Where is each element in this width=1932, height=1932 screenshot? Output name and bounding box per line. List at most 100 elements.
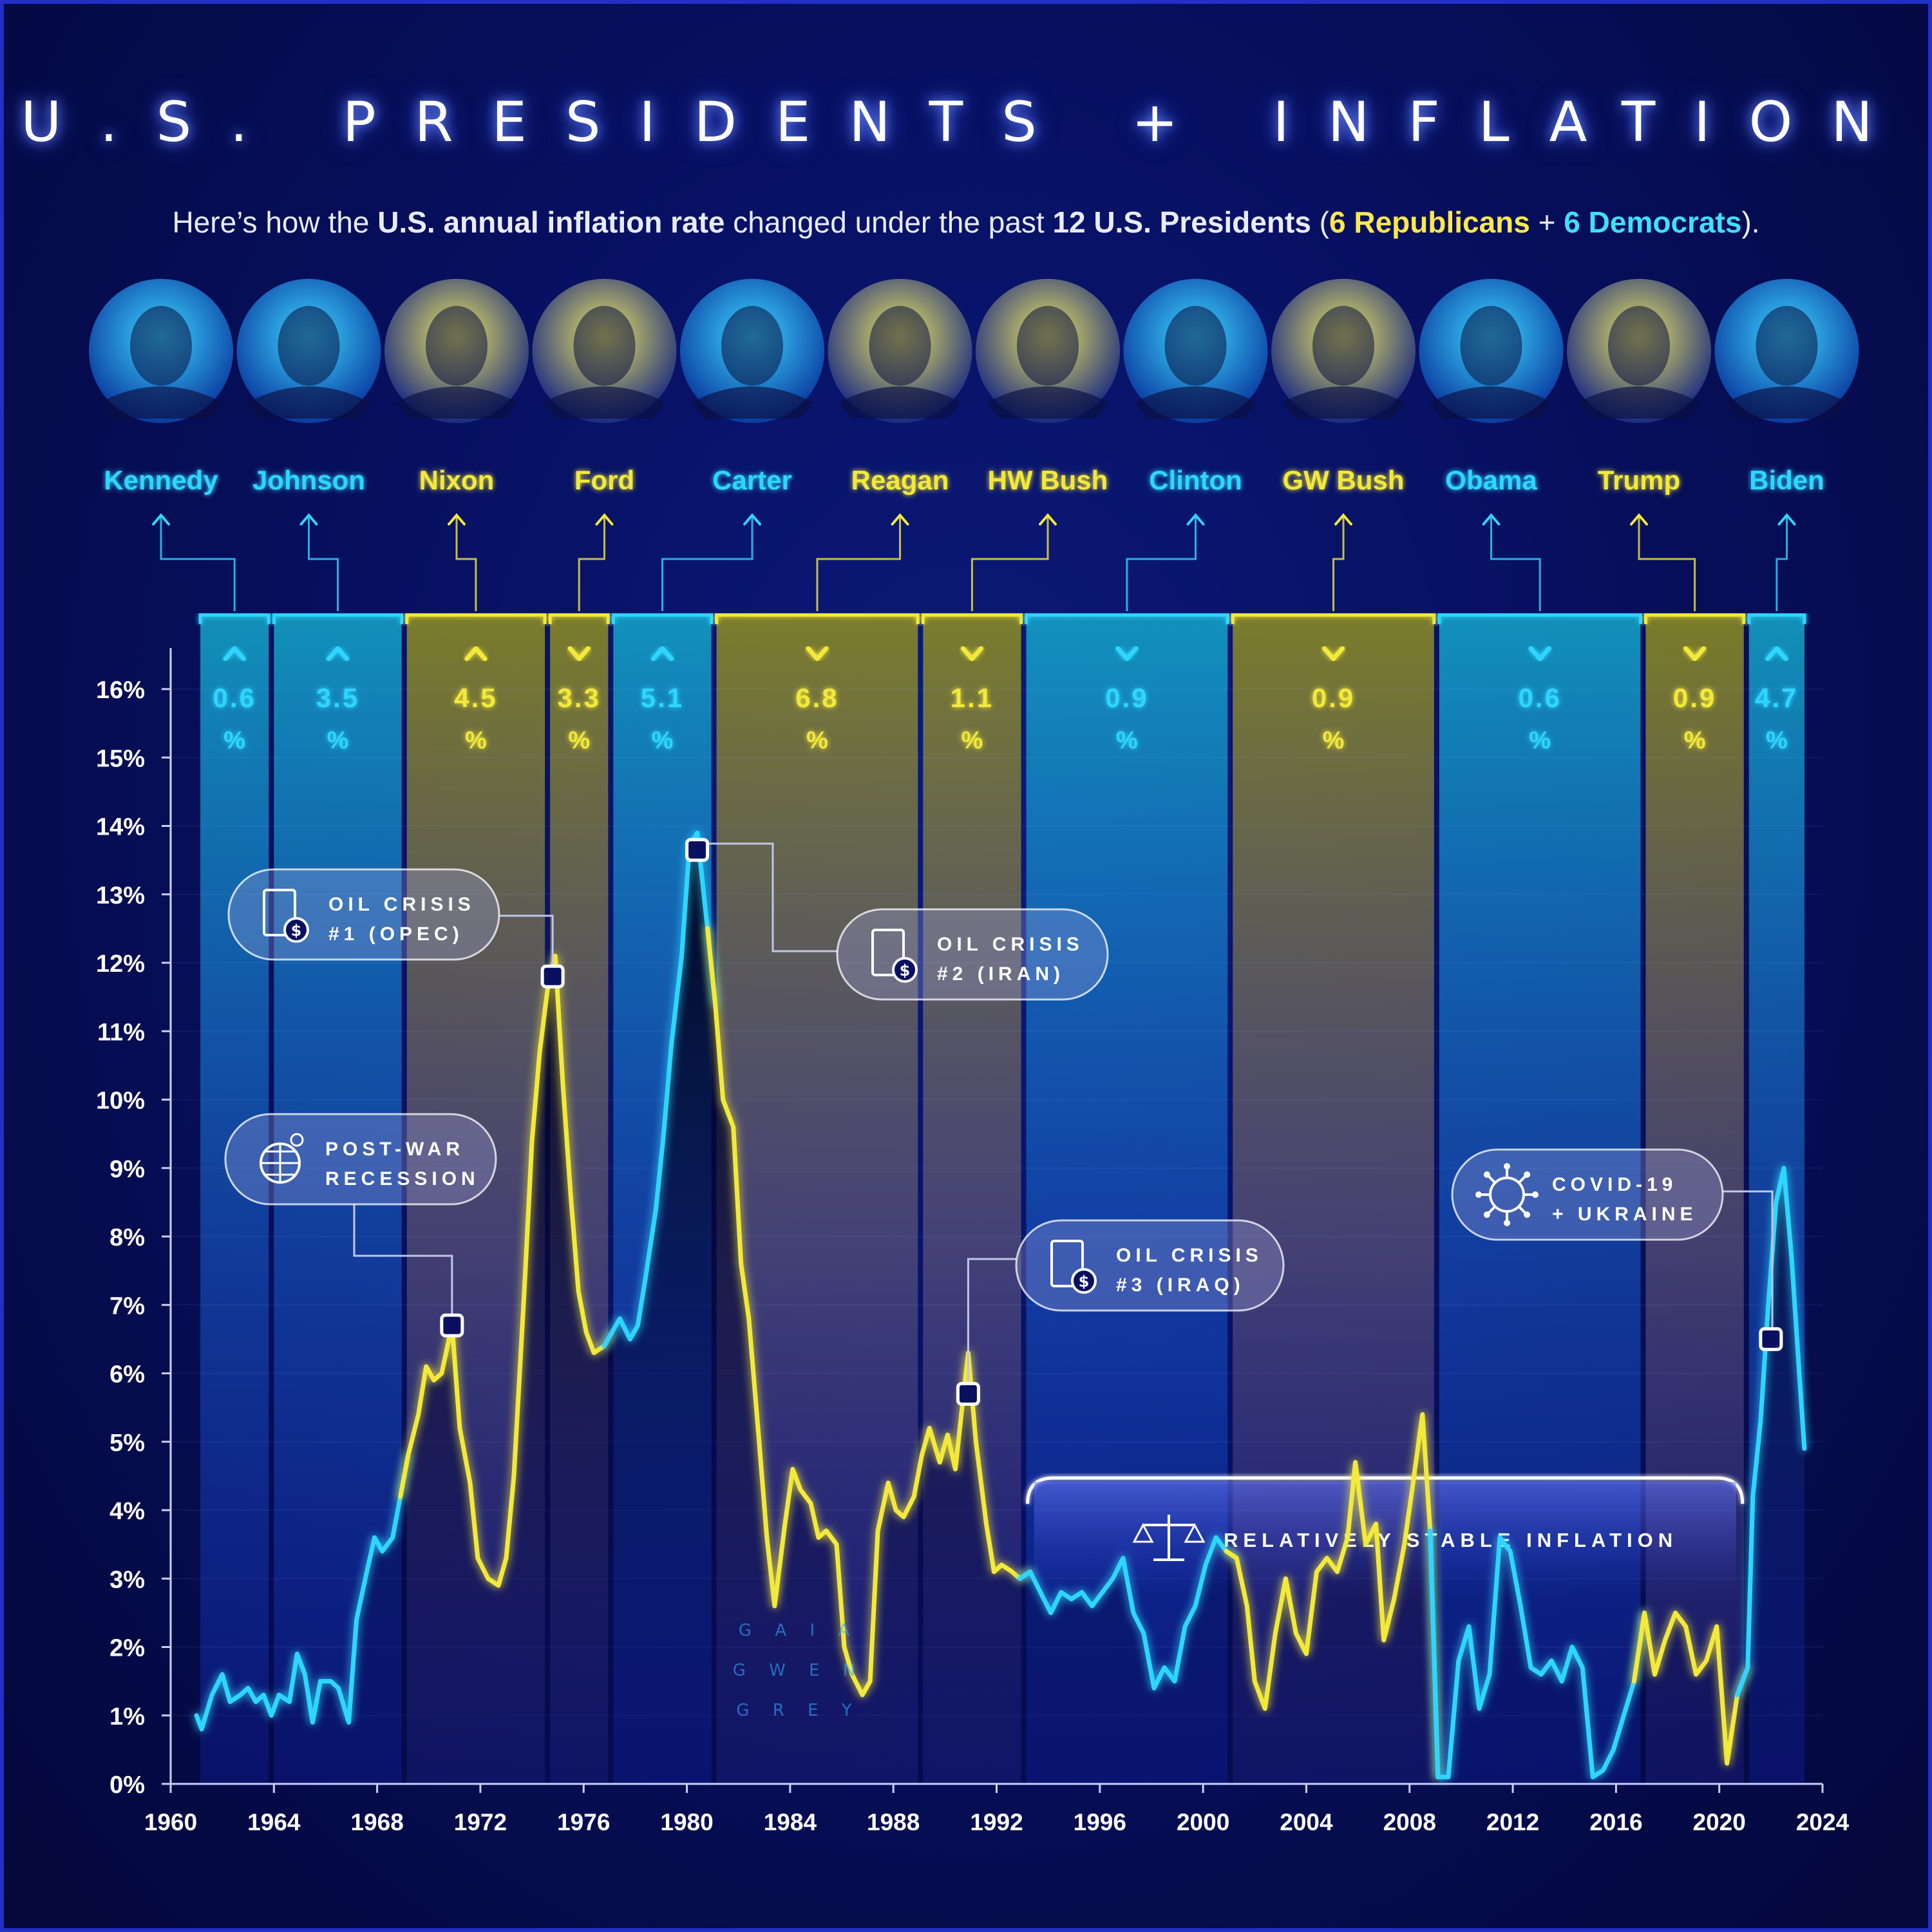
term-bracket	[1747, 613, 1806, 624]
inflation-change-value: 3.5	[316, 683, 359, 713]
president-carter: Carter	[661, 279, 824, 611]
annotation-oil-crisis-3: $ OIL CRISIS #3 (IRAQ)	[956, 1219, 1285, 1406]
shoulders-shape	[691, 386, 813, 419]
annotation-line2: RECESSION	[325, 1168, 480, 1189]
arrow-up-icon	[1186, 513, 1205, 526]
virus-spike-tip	[1475, 1191, 1482, 1198]
president-obama: Obama	[1419, 279, 1564, 611]
president-name: Carter	[712, 465, 792, 495]
president-johnson: Johnson	[236, 279, 381, 611]
arrow-down-icon	[567, 646, 591, 661]
shoulders-shape	[247, 386, 370, 419]
x-tick-label: 2016	[1589, 1809, 1642, 1835]
inflation-change-value: 6.8	[795, 683, 838, 713]
grenade-lines	[261, 1144, 299, 1182]
term-bracket	[1231, 613, 1436, 624]
subtitle-part3: (	[1311, 205, 1329, 239]
y-tick-label: 15%	[96, 745, 145, 772]
subtitle-part4: +	[1530, 205, 1564, 239]
face-shape	[1756, 306, 1818, 386]
watermark: G A I A G W E N G R E Y	[733, 1621, 856, 1720]
oil-barrel-dollar-icon	[871, 929, 905, 976]
arrow-up-icon	[1334, 513, 1352, 526]
annotation-line2: #1 (OPEC)	[328, 923, 464, 945]
y-tick-label: 6%	[109, 1361, 145, 1388]
face-shape	[278, 306, 340, 386]
x-tick-label: 1988	[867, 1809, 920, 1835]
president-name: Reagan	[851, 465, 949, 495]
face-shape	[869, 306, 931, 386]
percent-sign: %	[1766, 727, 1788, 754]
y-tick-label: 12%	[96, 951, 145, 978]
dollar-coin-icon	[892, 957, 918, 983]
president-biden: Biden	[1714, 279, 1859, 611]
arrow-up-icon	[223, 646, 246, 661]
shoulders-shape	[1282, 386, 1405, 419]
x-tick-label: 1964	[247, 1809, 301, 1835]
connector-line	[1126, 515, 1197, 611]
arrow-up-icon	[1630, 513, 1648, 526]
connector-line	[308, 515, 339, 611]
inflation-series-republican	[1224, 1412, 1441, 1779]
virus-spike-tip	[1504, 1163, 1510, 1170]
president-headers: Kennedy Johnson Nixon Ford Carter Reagan HW Bu…	[89, 279, 1859, 611]
shoulders-shape	[100, 386, 222, 419]
connector-line	[1638, 515, 1696, 611]
percent-sign: %	[961, 727, 983, 754]
shoulders-shape	[1430, 386, 1553, 419]
annotation-line1: COVID-19	[1552, 1174, 1677, 1195]
subtitle-bold-presidents: 12 U.S. Presidents	[1052, 205, 1311, 239]
connector-line	[1490, 515, 1541, 611]
stable-inflation-bracket: RELATIVELY STABLE INFLATION	[1026, 1476, 1745, 1598]
arrow-up-icon	[1765, 646, 1788, 661]
subtitle-part1: Here’s how the	[172, 205, 378, 239]
connector-line	[971, 515, 1049, 611]
x-tick-label: 1992	[970, 1809, 1023, 1835]
arrow-up-icon	[1039, 513, 1057, 526]
connector-line	[816, 515, 901, 611]
president-name: Biden	[1749, 465, 1824, 495]
inflation-change-value: 3.3	[558, 683, 601, 713]
term-bracket	[1643, 613, 1746, 624]
president-name: HW Bush	[988, 465, 1108, 495]
face-shape	[1312, 306, 1374, 386]
stable-inflation-label: RELATIVELY STABLE INFLATION	[1224, 1529, 1678, 1551]
president-reagan: Reagan	[816, 279, 972, 611]
president-name: Trump	[1598, 465, 1680, 495]
annotation-post-war-recession: POST-WAR RECESSION	[224, 1113, 497, 1338]
inflation-series-democrat	[601, 830, 718, 1349]
subtitle-bold-inflation: U.S. annual inflation rate	[377, 205, 725, 239]
virus-spike	[1517, 1175, 1526, 1184]
percent-sign: %	[652, 727, 674, 754]
arrow-up-icon	[891, 513, 909, 526]
inflation-change-value: 5.1	[641, 683, 684, 713]
president-nixon: Nixon	[384, 279, 529, 611]
arrow-down-icon	[1528, 646, 1551, 661]
inflation-change-value: 0.6	[213, 683, 256, 713]
percent-sign: %	[465, 727, 487, 754]
y-tick-label: 5%	[109, 1430, 145, 1457]
y-tick-label: 4%	[109, 1498, 145, 1525]
virus-spike-tip	[1504, 1220, 1510, 1226]
face-shape	[1608, 306, 1670, 386]
page-title: U.S. PRESIDENTS + INFLATION	[21, 90, 1911, 155]
term-bracket	[405, 613, 547, 624]
president-name: Johnson	[252, 465, 365, 495]
annotation-oil-crisis-2: $ OIL CRISIS #2 (IRAN)	[685, 838, 1109, 1001]
y-tick-label: 13%	[96, 882, 145, 909]
face-shape	[1164, 306, 1227, 386]
x-tick-label: 2004	[1280, 1809, 1333, 1835]
president-name: Obama	[1445, 465, 1537, 495]
y-tick-label: 3%	[109, 1566, 145, 1593]
face-shape	[721, 306, 783, 386]
inflation-series-republican	[398, 953, 614, 1588]
inflation-change-value: 0.9	[1312, 683, 1355, 713]
subtitle-republicans: 6 Republicans	[1329, 205, 1530, 239]
inflation-change-value: 0.9	[1673, 683, 1716, 713]
x-tick-label: 2008	[1383, 1809, 1436, 1835]
inflation-area-fill	[196, 833, 1804, 1784]
dollar-coin-icon	[283, 917, 309, 943]
y-tick-label: 1%	[109, 1703, 145, 1730]
percent-sign: %	[1684, 727, 1706, 754]
inflation-series-democrat	[1428, 1528, 1647, 1779]
